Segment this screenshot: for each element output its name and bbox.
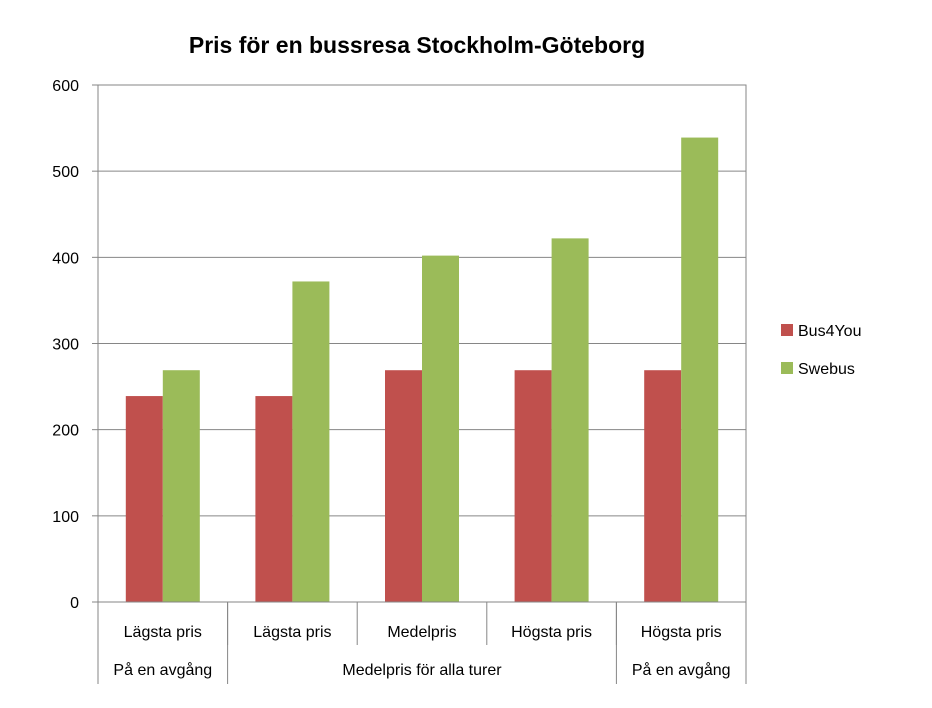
y-tick-label: 600 bbox=[52, 78, 79, 95]
x-axis-categories: Lägsta pris Lägsta pris Medelpris Högsta pr… bbox=[113, 624, 730, 679]
bars bbox=[125, 137, 719, 603]
y-tick-label: 200 bbox=[52, 423, 79, 440]
y-tick-label: 0 bbox=[70, 595, 79, 612]
y-tick-label: 300 bbox=[52, 337, 79, 354]
legend-label-swebus: Swebus bbox=[798, 361, 855, 378]
bar-bus4you bbox=[514, 370, 552, 602]
x-group-label: På en avgång bbox=[632, 661, 731, 679]
bar-bus4you bbox=[385, 370, 422, 602]
x-category-label: Lägsta pris bbox=[253, 624, 331, 641]
legend-label-bus4you: Bus4You bbox=[798, 323, 861, 340]
x-category-label: Lägsta pris bbox=[124, 624, 202, 641]
axes bbox=[97, 84, 747, 684]
x-category-label: Högsta pris bbox=[511, 624, 592, 641]
bar-swebus bbox=[422, 255, 459, 603]
y-tick-label: 100 bbox=[52, 509, 79, 526]
bar-bus4you bbox=[255, 396, 293, 602]
chart-title: Pris för en bussresa Stockholm-Göteborg bbox=[189, 32, 645, 58]
y-axis-ticks: 0 100 200 300 400 500 600 bbox=[52, 78, 98, 612]
legend-swatch-swebus bbox=[781, 362, 793, 374]
bar-swebus bbox=[162, 370, 200, 602]
bar-swebus bbox=[551, 238, 589, 603]
y-tick-label: 500 bbox=[52, 164, 79, 181]
legend-swatch-bus4you bbox=[781, 324, 793, 336]
bar-swebus bbox=[681, 137, 719, 603]
x-category-label: Medelpris bbox=[387, 624, 456, 641]
x-group-label: På en avgång bbox=[113, 661, 212, 679]
legend: Bus4You Swebus bbox=[781, 323, 861, 378]
x-category-label: Högsta pris bbox=[641, 624, 722, 641]
bar-bus4you bbox=[125, 396, 163, 602]
y-tick-label: 400 bbox=[52, 250, 79, 267]
bar-bus4you bbox=[644, 370, 682, 602]
x-group-label: Medelpris för alla turer bbox=[342, 662, 502, 679]
plot-area-border bbox=[97, 84, 747, 603]
bar-swebus bbox=[292, 281, 330, 602]
